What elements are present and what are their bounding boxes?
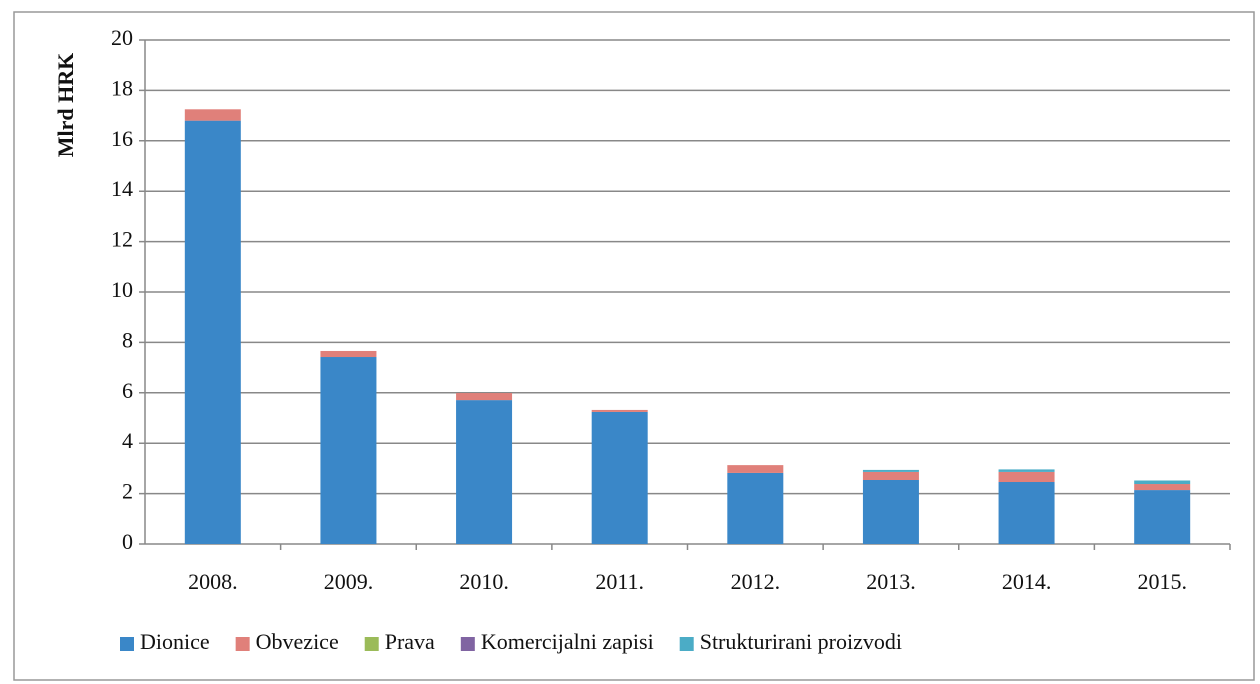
bar-segment [862, 479, 919, 544]
bar-segment [998, 482, 1055, 544]
y-tick-label: 14 [111, 176, 133, 201]
bar-segment [456, 393, 513, 401]
y-tick-label: 4 [122, 428, 133, 453]
bar-segment [1134, 490, 1191, 544]
bar-segment [1134, 480, 1191, 485]
x-tick-label: 2012. [731, 569, 781, 594]
bar-segment [862, 471, 919, 480]
bar-segment [727, 472, 784, 544]
bar-segment [184, 109, 241, 121]
x-tick-label: 2009. [324, 569, 374, 594]
bar-segment [591, 411, 648, 544]
y-tick-label: 12 [111, 227, 133, 252]
legend-label: Strukturirani proizvodi [700, 629, 902, 654]
legend-label: Komercijalni zapisi [481, 629, 654, 654]
y-tick-label: 6 [122, 378, 133, 403]
y-tick-label: 8 [122, 327, 133, 352]
legend-label: Dionice [140, 629, 210, 654]
bar-segment [320, 357, 377, 544]
y-tick-label: 2 [122, 479, 133, 504]
chart-frame [13, 11, 1255, 681]
legend-swatch [235, 637, 250, 651]
x-tick-label: 2011. [595, 569, 644, 594]
legend-swatch [679, 637, 694, 651]
y-tick-label: 20 [111, 25, 133, 50]
bar-segment [862, 469, 919, 472]
x-tick-label: 2015. [1137, 569, 1187, 594]
bar-segment [591, 409, 648, 412]
x-tick-label: 2014. [1002, 569, 1052, 594]
legend-swatch [460, 637, 475, 651]
bar-segment [998, 471, 1055, 483]
bar-segment [998, 469, 1055, 472]
y-axis-label: Mlrd HRK [53, 53, 78, 158]
legend-swatch [120, 637, 134, 651]
bar-segment [184, 120, 241, 544]
legend-label: Prava [385, 629, 435, 654]
bar-segment [1134, 484, 1191, 491]
y-tick-label: 0 [122, 529, 133, 554]
y-tick-label: 10 [111, 277, 133, 302]
x-tick-label: 2008. [188, 569, 238, 594]
x-tick-label: 2010. [459, 569, 509, 594]
y-tick-label: 18 [111, 75, 133, 100]
bar-segment [320, 350, 377, 358]
legend-swatch [364, 637, 379, 651]
legend-label: Obvezice [256, 629, 339, 654]
bar-segment [456, 400, 513, 544]
y-tick-label: 16 [111, 126, 133, 151]
x-tick-label: 2013. [866, 569, 916, 594]
bar-segment [727, 465, 784, 473]
